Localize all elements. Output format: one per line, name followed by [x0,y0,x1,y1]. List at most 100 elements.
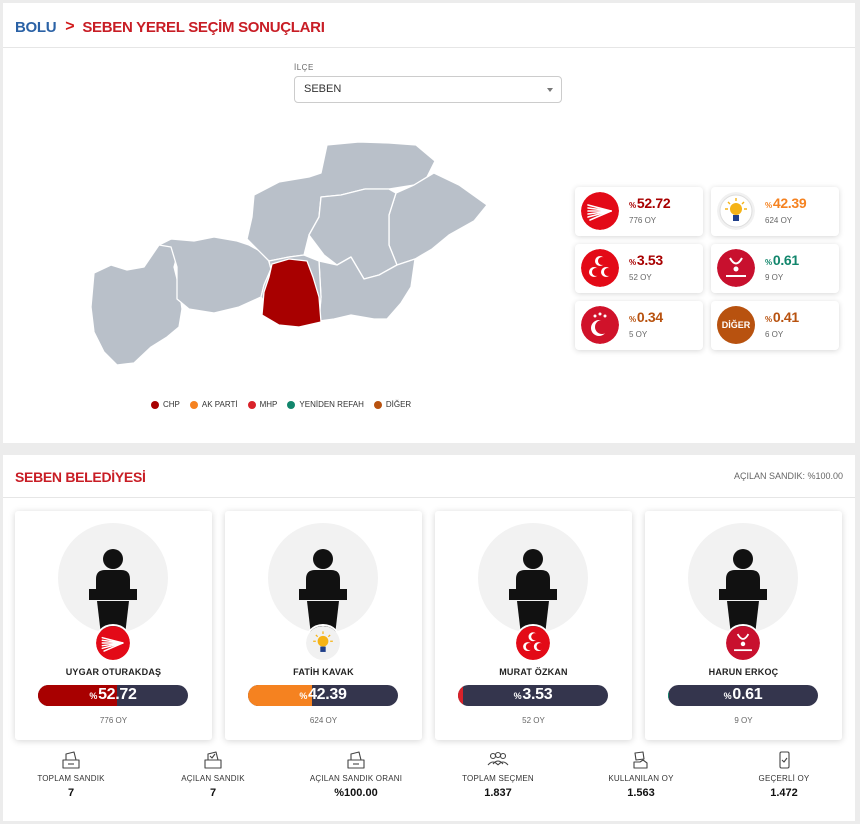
header-divider [3,47,855,48]
party-result-card-akp[interactable]: %42.39 624 OY [711,187,839,236]
party-votes: 52 OY [629,273,652,282]
phone-check-icon [779,751,790,769]
party-votes: 9 OY [765,273,784,282]
ballot-box-icon [204,751,222,769]
legend-label: CHP [163,400,180,409]
candidate-card[interactable]: MURAT ÖZKAN %3.53 52 OY [435,511,632,740]
candidate-pct: 3.53 [522,686,553,703]
pct-prefix: % [765,258,772,267]
section-divider [3,497,855,498]
party-result-card-chp[interactable]: %52.72 776 OY [575,187,703,236]
party-votes: 776 OY [629,216,657,225]
stat-votes-cast: KULLANILAN OY 1.563 [586,751,696,799]
legend-item-akp: AK PARTİ [189,400,238,409]
stat-label: TOPLAM SANDIK [37,774,105,783]
district-map [90,141,488,366]
stat-opened-boxes: AÇILAN SANDIK 7 [158,751,268,799]
stat-total-boxes: TOPLAM SANDIK 7 [16,751,126,799]
map-region-south[interactable] [318,256,416,322]
candidate-card[interactable]: UYGAR OTURAKDAŞ %52.72 776 OY [15,511,212,740]
party-result-card-diger[interactable]: DİĞER %0.41 6 OY [711,301,839,350]
legend-dot [287,400,296,409]
stat-opened-ratio: AÇILAN SANDIK ORANI %100.00 [301,751,411,799]
saadet-logo-icon [581,306,619,344]
podium-speaker-icon [719,549,767,633]
podium-speaker-icon [299,549,347,633]
pct-prefix: % [723,691,732,701]
legend-label: DİĞER [385,400,412,409]
legend-dot [189,400,198,409]
vote-share-bar: %0.61 [668,685,818,706]
party-votes: 624 OY [765,216,793,225]
legend-item-yrp: YENİDEN REFAH [287,400,364,409]
vote-share-bar: %3.53 [458,685,608,706]
pct-prefix: % [89,691,98,701]
candidate-votes: 624 OY [309,716,338,725]
party-result-card-mhp[interactable]: %3.53 52 OY [575,244,703,293]
stat-value: %100.00 [334,787,378,799]
breadcrumb-city-link[interactable]: BOLU [15,18,57,36]
vote-share-bar: %42.39 [248,685,398,706]
legend-label: AK PARTİ [201,400,238,409]
party-pct: 0.34 [636,309,663,325]
podium-speaker-icon [89,549,137,633]
candidate-name: FATİH KAVAK [293,667,354,677]
map-region-west[interactable] [90,240,183,366]
candidate-card[interactable]: FATİH KAVAK %42.39 624 OY [225,511,422,740]
stat-label: KULLANILAN OY [608,774,674,783]
stat-value: 7 [67,787,75,799]
candidate-name: UYGAR OTURAKDAŞ [65,667,162,677]
candidate-card[interactable]: HARUN ERKOÇ %0.61 9 OY [645,511,842,740]
vote-share-bar-fill [248,685,312,706]
vote-share-bar-fill [458,685,464,706]
party-votes: 5 OY [629,330,648,339]
party-pct: 52.72 [636,195,671,211]
chp-logo-icon [581,192,619,230]
party-pct: 42.39 [772,195,807,211]
map-region-seben[interactable] [261,258,322,328]
stat-label: TOPLAM SEÇMEN [462,774,534,783]
district-select-label: İLÇE [294,63,314,72]
stat-value: 7 [209,787,217,799]
stat-label: GEÇERLİ OY [758,774,810,783]
ballot-box-icon [347,751,365,769]
district-select[interactable]: SEBEN [294,76,562,103]
legend-label: YENİDEN REFAH [299,400,364,409]
stat-value: 1.563 [627,787,655,799]
party-result-card-yrp[interactable]: %0.61 9 OY [711,244,839,293]
chevron-down-icon [547,88,553,92]
candidate-name: HARUN ERKOÇ [708,667,779,677]
diger-logo-icon: DİĞER [717,306,755,344]
stat-label: AÇILAN SANDIK [181,774,245,783]
podium-speaker-icon [509,549,557,633]
vote-share-bar-fill [38,685,118,706]
party-result-card-saadet[interactable]: %0.34 5 OY [575,301,703,350]
district-results-panel: BOLU > SEBEN YEREL SEÇİM SONUÇLARI İLÇE … [3,3,855,443]
legend-item-chp: CHP [151,400,180,409]
party-pct: 0.41 [772,309,799,325]
opened-boxes-summary: AÇILAN SANDIK: %100.00 [733,471,843,481]
vote-share-bar-fill [668,685,669,706]
voters-icon [487,751,509,766]
stat-label: AÇILAN SANDIK ORANI [309,774,403,783]
candidate-pct: 42.39 [308,686,347,703]
breadcrumb-chevron-icon: > [65,18,75,35]
candidate-votes: 52 OY [522,716,545,725]
stat-total-voters: TOPLAM SEÇMEN 1.837 [443,751,553,799]
diger-logo-text: DİĞER [721,320,751,330]
legend-dot [151,400,159,409]
stat-value: 1.837 [484,787,512,799]
page-title: SEBEN YEREL SEÇİM SONUÇLARI [82,18,325,36]
pct-prefix: % [629,258,636,267]
akp-logo-icon [304,624,342,662]
pct-prefix: % [629,315,636,324]
pct-prefix: % [299,691,308,701]
mhp-logo-icon [581,249,619,287]
candidate-name: MURAT ÖZKAN [499,667,568,677]
candidate-votes: 776 OY [99,716,128,725]
pct-prefix: % [629,201,636,210]
yrp-logo-icon [724,624,762,662]
map-legend: CHP AK PARTİ MHP YENİDEN REFAH DİĞER [151,400,411,409]
district-select-value: SEBEN [304,83,342,95]
legend-label: MHP [259,400,278,409]
